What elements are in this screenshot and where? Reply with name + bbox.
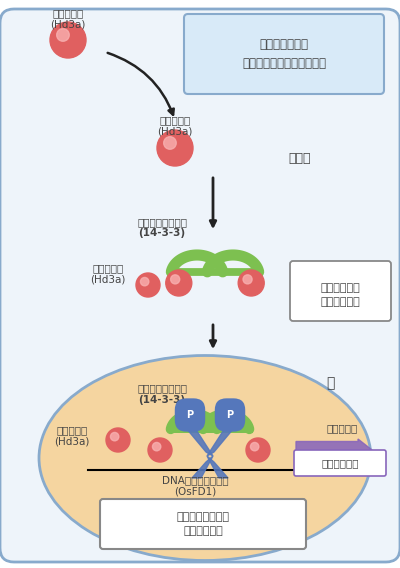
FancyBboxPatch shape [184,14,384,94]
Ellipse shape [39,356,371,561]
Circle shape [57,28,69,41]
Polygon shape [192,456,213,478]
Text: (OsFD1): (OsFD1) [174,487,216,497]
Circle shape [166,270,192,296]
Text: フロリゲン: フロリゲン [52,8,84,18]
Text: 核: 核 [326,376,334,390]
Text: フロリゲン受容体: フロリゲン受容体 [137,217,187,227]
Text: (Hd3a): (Hd3a) [54,437,90,447]
Text: フロリゲン: フロリゲン [56,425,88,435]
Text: 茎の先端の細胞
（花のできる部位の細胞）: 茎の先端の細胞 （花のできる部位の細胞） [242,38,326,70]
Circle shape [50,22,86,58]
Circle shape [148,438,172,462]
FancyBboxPatch shape [294,450,386,476]
Text: P: P [186,410,194,420]
Circle shape [106,428,130,452]
Text: (14-3-3): (14-3-3) [138,395,186,405]
Circle shape [110,432,119,441]
Circle shape [152,442,161,451]
FancyArrow shape [296,439,372,461]
Text: フロリゲン: フロリゲン [92,263,124,273]
Text: 転写活性化: 転写活性化 [326,423,358,433]
Text: (Hd3a): (Hd3a) [90,274,126,284]
Circle shape [171,275,180,284]
Circle shape [250,442,259,451]
Circle shape [243,275,252,284]
Text: フロリゲン: フロリゲン [159,115,191,125]
Text: フロリゲン受容体: フロリゲン受容体 [137,383,187,393]
Text: DNA結合タンパク質: DNA結合タンパク質 [162,475,228,485]
Text: (Hd3a): (Hd3a) [157,126,193,136]
FancyBboxPatch shape [290,261,391,321]
Text: (Hd3a): (Hd3a) [50,19,86,29]
Text: (14-3-3): (14-3-3) [138,228,186,238]
Text: フロリゲン活性化
複合体の形成: フロリゲン活性化 複合体の形成 [176,512,230,536]
FancyBboxPatch shape [0,9,400,562]
Polygon shape [186,428,213,456]
Text: 花形成遺伝子: 花形成遺伝子 [321,458,359,468]
Polygon shape [207,428,234,456]
Circle shape [157,130,193,166]
Polygon shape [207,456,228,478]
Text: P: P [226,410,234,420]
Text: 細胞質: 細胞質 [289,152,311,165]
Circle shape [246,438,270,462]
Circle shape [140,277,149,286]
Circle shape [238,270,264,296]
Circle shape [136,273,160,297]
FancyBboxPatch shape [100,499,306,549]
Text: フロリゲンと
受容体の結合: フロリゲンと 受容体の結合 [320,283,360,307]
Circle shape [164,137,176,149]
